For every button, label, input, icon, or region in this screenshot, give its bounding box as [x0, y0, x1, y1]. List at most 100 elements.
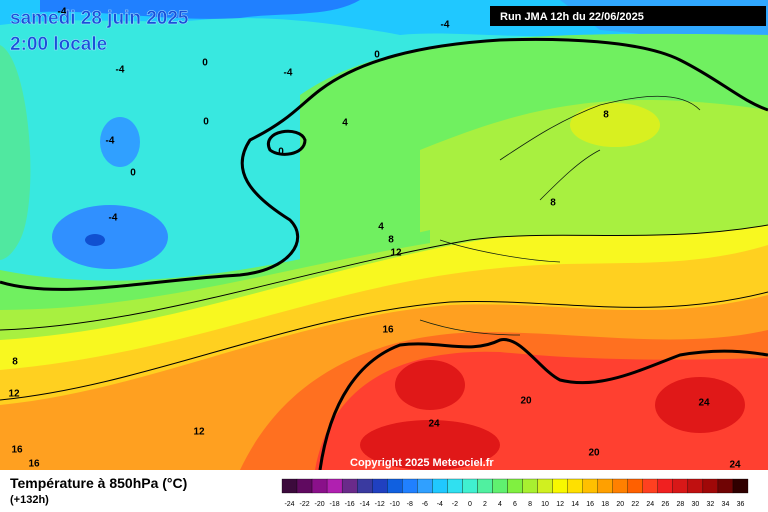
- lead-time: (+132h): [10, 494, 49, 506]
- legend-tick: -24: [284, 501, 294, 508]
- contour-label: -4: [109, 213, 118, 224]
- colorbar: -24 -22 -20 -18 -16 -14 -12 -10 -8 -6 -4 -2 0 2 4 6 8 10 1…: [281, 478, 749, 508]
- legend-tick: 18: [601, 501, 609, 508]
- run-box: [490, 6, 766, 26]
- legend-swatch: [717, 478, 734, 494]
- legend-swatch: [597, 478, 613, 494]
- legend-swatch: [477, 478, 493, 494]
- contour-label: 8: [603, 110, 609, 121]
- legend-swatch: [687, 478, 704, 494]
- legend-swatch: [432, 478, 448, 494]
- legend-swatch: [357, 478, 373, 494]
- contour-label: 24: [428, 419, 440, 430]
- legend-tick: -14: [360, 501, 370, 508]
- contour-label: 4: [342, 118, 348, 129]
- contour-label: 20: [520, 396, 532, 407]
- legend-tick: -20: [315, 501, 325, 508]
- contour-label: 4: [378, 222, 384, 233]
- legend-tick: 16: [586, 501, 594, 508]
- contour-label: 24: [698, 398, 710, 409]
- legend-tick: 34: [722, 501, 730, 508]
- contour-label: 0: [374, 50, 380, 61]
- copyright: Copyright 2025 Meteociel.fr: [350, 457, 494, 469]
- legend-tick: 32: [707, 501, 715, 508]
- legend-swatch: [281, 478, 298, 494]
- legend-tick: 36: [737, 501, 745, 508]
- legend-swatch: [447, 478, 463, 494]
- contour-label: -4: [284, 68, 293, 79]
- legend-swatch: [612, 478, 628, 494]
- legend-swatch: [492, 478, 508, 494]
- legend-tick: 2: [483, 501, 487, 508]
- legend-tick: 14: [571, 501, 579, 508]
- legend-tick: -8: [407, 501, 413, 508]
- legend-swatch: [627, 478, 643, 494]
- map: [0, 0, 768, 471]
- contour-label: 12: [8, 389, 20, 400]
- contour-label: 20: [588, 448, 600, 459]
- contour-label: 16: [28, 459, 40, 470]
- contour-label: 8: [12, 357, 18, 368]
- legend-swatch: [522, 478, 538, 494]
- legend-tick: -10: [390, 501, 400, 508]
- legend-swatch: [311, 478, 328, 494]
- legend-swatch: [672, 478, 689, 494]
- contour-label: -4: [116, 65, 125, 76]
- contour-label: 12: [390, 248, 402, 259]
- legend-swatch: [326, 478, 343, 494]
- legend-tick: -22: [299, 501, 309, 508]
- legend-swatch: [372, 478, 388, 494]
- legend-swatch: [732, 478, 749, 494]
- contour-label: 8: [388, 235, 394, 246]
- run-label: Run JMA 12h du 22/06/2025: [500, 11, 644, 23]
- legend-swatch: [296, 478, 313, 494]
- contour-label: 8: [550, 198, 556, 209]
- contour-label: 24: [729, 460, 741, 471]
- legend-tick: 10: [541, 501, 549, 508]
- legend-tick: 12: [556, 501, 564, 508]
- legend-tick: -2: [452, 501, 458, 508]
- date-label: samedi 28 juin 2025: [10, 8, 189, 29]
- contour-label: 0: [203, 117, 209, 128]
- legend-swatch: [642, 478, 658, 494]
- legend-tick: -4: [437, 501, 443, 508]
- legend-tick: -12: [375, 501, 385, 508]
- legend-swatch: [657, 478, 673, 494]
- legend-tick: 8: [528, 501, 532, 508]
- contour-label: 12: [193, 427, 205, 438]
- legend-tick: 20: [616, 501, 624, 508]
- legend-swatch: [567, 478, 583, 494]
- legend-tick: 22: [631, 501, 639, 508]
- legend-tick: -16: [345, 501, 355, 508]
- contour-label: 0: [202, 58, 208, 69]
- legend-tick: 24: [646, 501, 654, 508]
- legend-tick: -6: [422, 501, 428, 508]
- contour-label: -4: [441, 20, 450, 31]
- legend-tick: 0: [468, 501, 472, 508]
- legend-swatch: [341, 478, 358, 494]
- legend-tick: 26: [661, 501, 669, 508]
- legend-tick: 4: [498, 501, 502, 508]
- legend-swatch: [387, 478, 403, 494]
- contour-labels: -4-4-40-400 4-400-44812881681220242412161…: [8, 7, 741, 471]
- legend-swatch: [582, 478, 598, 494]
- contour-label: 16: [382, 325, 394, 336]
- legend-swatch: [402, 478, 418, 494]
- time-label: 2:00 locale: [10, 34, 107, 55]
- legend-tick: -18: [330, 501, 340, 508]
- legend-tick: 30: [691, 501, 699, 508]
- contour-label: -4: [58, 7, 67, 18]
- footer-title: Température à 850hPa (°C): [10, 475, 187, 491]
- contour-label: -4: [106, 136, 115, 147]
- contour-label: 16: [11, 445, 23, 456]
- legend-tick: 6: [513, 501, 517, 508]
- contour-label: 0: [130, 168, 136, 179]
- legend-tick: 28: [676, 501, 684, 508]
- legend-swatch: [702, 478, 719, 494]
- legend-swatch: [552, 478, 568, 494]
- legend-swatch: [507, 478, 523, 494]
- legend-swatch: [462, 478, 478, 494]
- contour-label: 0: [278, 147, 284, 158]
